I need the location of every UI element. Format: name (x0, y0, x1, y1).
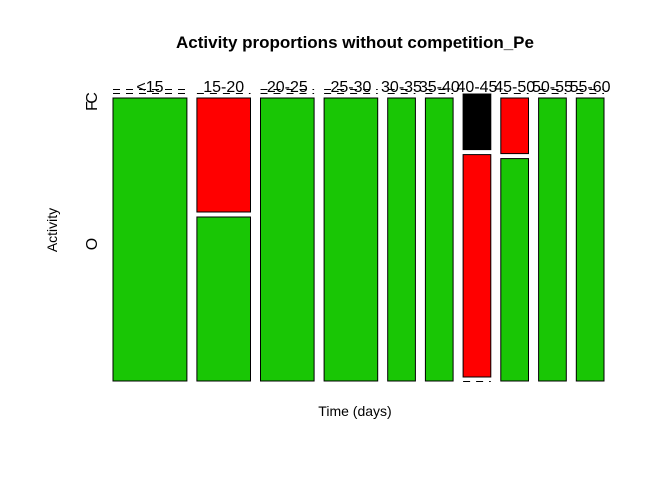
x-tick-label: 55-60 (570, 79, 611, 96)
mosaic-cell-f (500, 97, 529, 155)
x-tick-label: 20-25 (267, 79, 308, 96)
mosaic-cell-f (462, 154, 492, 378)
y-tick-f: F (84, 101, 101, 111)
x-tick-label: 35-40 (419, 79, 460, 96)
x-tick-label: 45-50 (494, 79, 535, 96)
x-tick-label: 15-20 (203, 79, 244, 96)
mosaic-cell-o (387, 97, 416, 382)
y-axis-label: Activity (44, 208, 60, 252)
x-tick-label: <15 (136, 79, 163, 96)
x-tick-label: 50-55 (532, 79, 573, 96)
y-tick-c: C (84, 92, 101, 104)
x-axis-label: Time (days) (318, 403, 391, 419)
mosaic-cell-c (462, 93, 492, 151)
x-tick-label: 25-30 (330, 79, 371, 96)
mosaic-marks: <15 15-20 20-25 25-30 30-3535-4040-4545-5050… (112, 79, 611, 382)
mosaic-cell-f (196, 97, 251, 213)
mosaic-cell-o (323, 97, 379, 382)
chart-title: Activity proportions without competition… (176, 33, 534, 52)
y-tick-o: O (84, 238, 101, 250)
mosaic-cell-o (500, 158, 529, 382)
mosaic-cell-o (575, 97, 605, 382)
x-tick-label: 40-45 (457, 79, 498, 96)
mosaic-cell-o (538, 97, 567, 382)
mosaic-cell-o (260, 97, 315, 382)
mosaic-cell-o (112, 97, 188, 382)
x-tick-label: 30-35 (381, 79, 422, 96)
mosaic-cell-o (196, 216, 251, 382)
mosaic-cell-o (424, 97, 454, 382)
